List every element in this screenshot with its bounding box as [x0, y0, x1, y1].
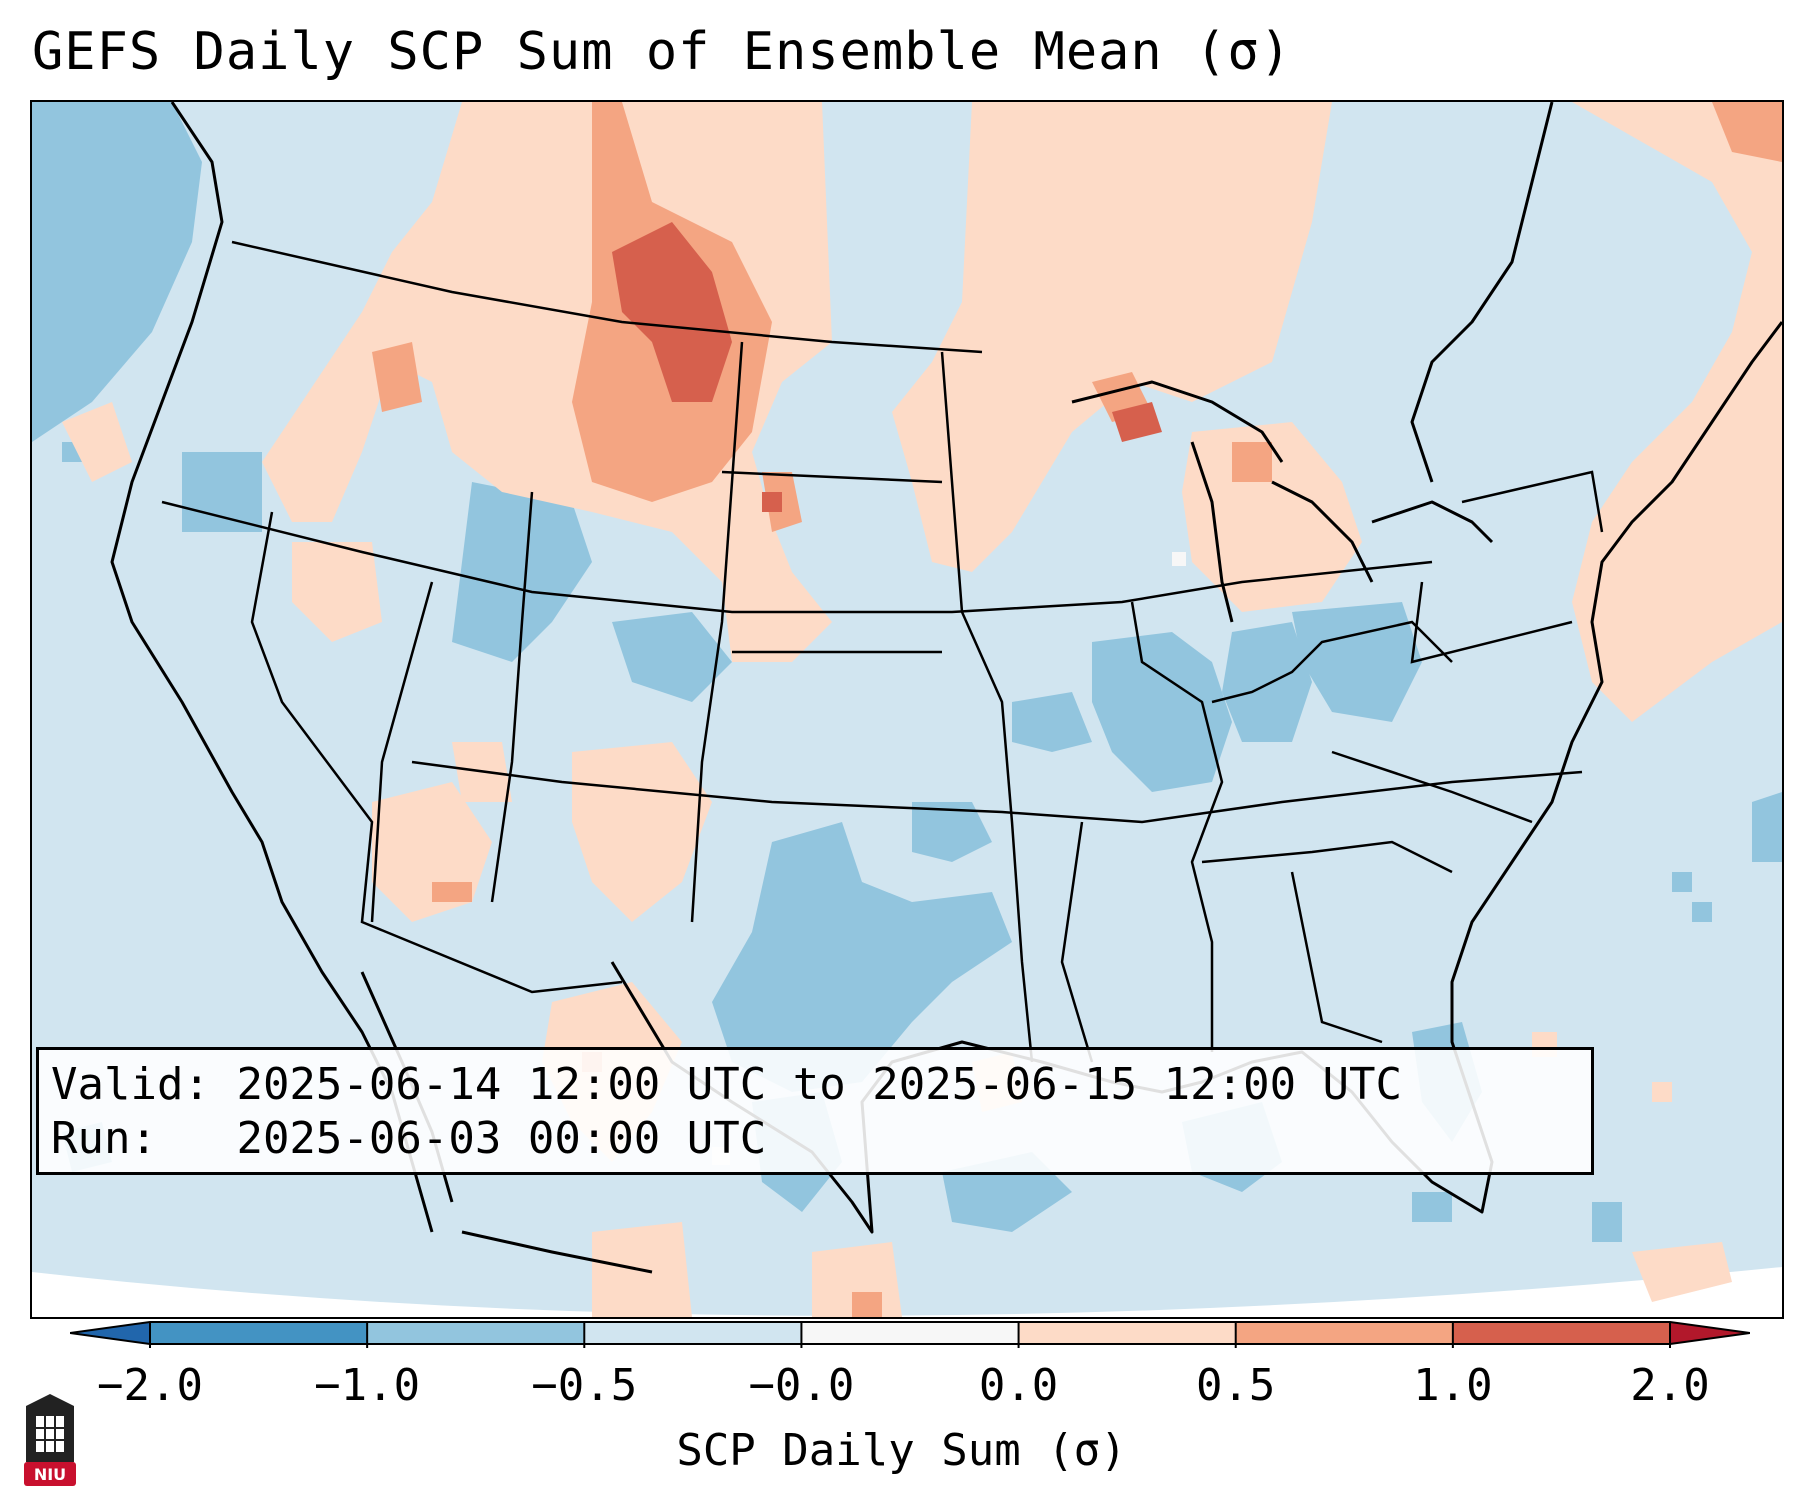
colorbar-over-arrow — [1670, 1322, 1750, 1344]
colorbar-tick-label: −0.0 — [748, 1360, 855, 1411]
colorbar-tick-label: 0.5 — [1195, 1360, 1276, 1411]
colorbar-tick-label: 0.0 — [978, 1360, 1059, 1411]
valid-run-infobox: Valid: 2025-06-14 12:00 UTC to 2025-06-1… — [36, 1047, 1594, 1175]
run-value: 2025-06-03 00:00 UTC — [236, 1113, 767, 1164]
colorbar-bin — [1452, 1322, 1671, 1344]
colorbar — [70, 1321, 1750, 1348]
negative-anomaly-patches — [32, 102, 1782, 1242]
colorbar-bin — [150, 1322, 368, 1344]
colorbar-under-arrow — [70, 1322, 150, 1344]
colorbar-outline — [70, 1321, 1750, 1345]
colorbar-label: SCP Daily Sum (σ) — [676, 1425, 1127, 1476]
colorbar-tick-label: −1.0 — [314, 1360, 421, 1411]
colorbar-tick-label: 2.0 — [1630, 1360, 1710, 1411]
valid-label: Valid: — [51, 1059, 210, 1110]
run-label: Run: — [51, 1113, 157, 1164]
colorbar-bin — [1018, 1322, 1237, 1344]
colorbar-tick-label: −0.5 — [531, 1360, 638, 1411]
valid-value: 2025-06-14 12:00 UTC to 2025-06-15 12:00… — [236, 1059, 1403, 1110]
political-borders — [161, 240, 1604, 1063]
colorbar-bin — [801, 1322, 1020, 1344]
logo-band — [24, 1462, 76, 1486]
positive-anomaly-strong — [612, 222, 1162, 512]
colorbar-bin — [584, 1322, 802, 1344]
logo-text: NIU — [34, 1465, 66, 1484]
colorbar-tick-label: 1.0 — [1413, 1360, 1493, 1411]
colorbar-bin — [1235, 1322, 1454, 1344]
colorbar-tick-label: −2.0 — [97, 1360, 203, 1411]
colorbar-bin — [367, 1322, 585, 1344]
logo-building — [36, 1416, 64, 1452]
projection-edge — [32, 1267, 1782, 1317]
niu-logo: NIU — [24, 1394, 76, 1486]
colorbar-bins — [150, 1322, 1671, 1344]
chart-title: GEFS Daily SCP Sum of Ensemble Mean (σ) — [32, 22, 1292, 82]
